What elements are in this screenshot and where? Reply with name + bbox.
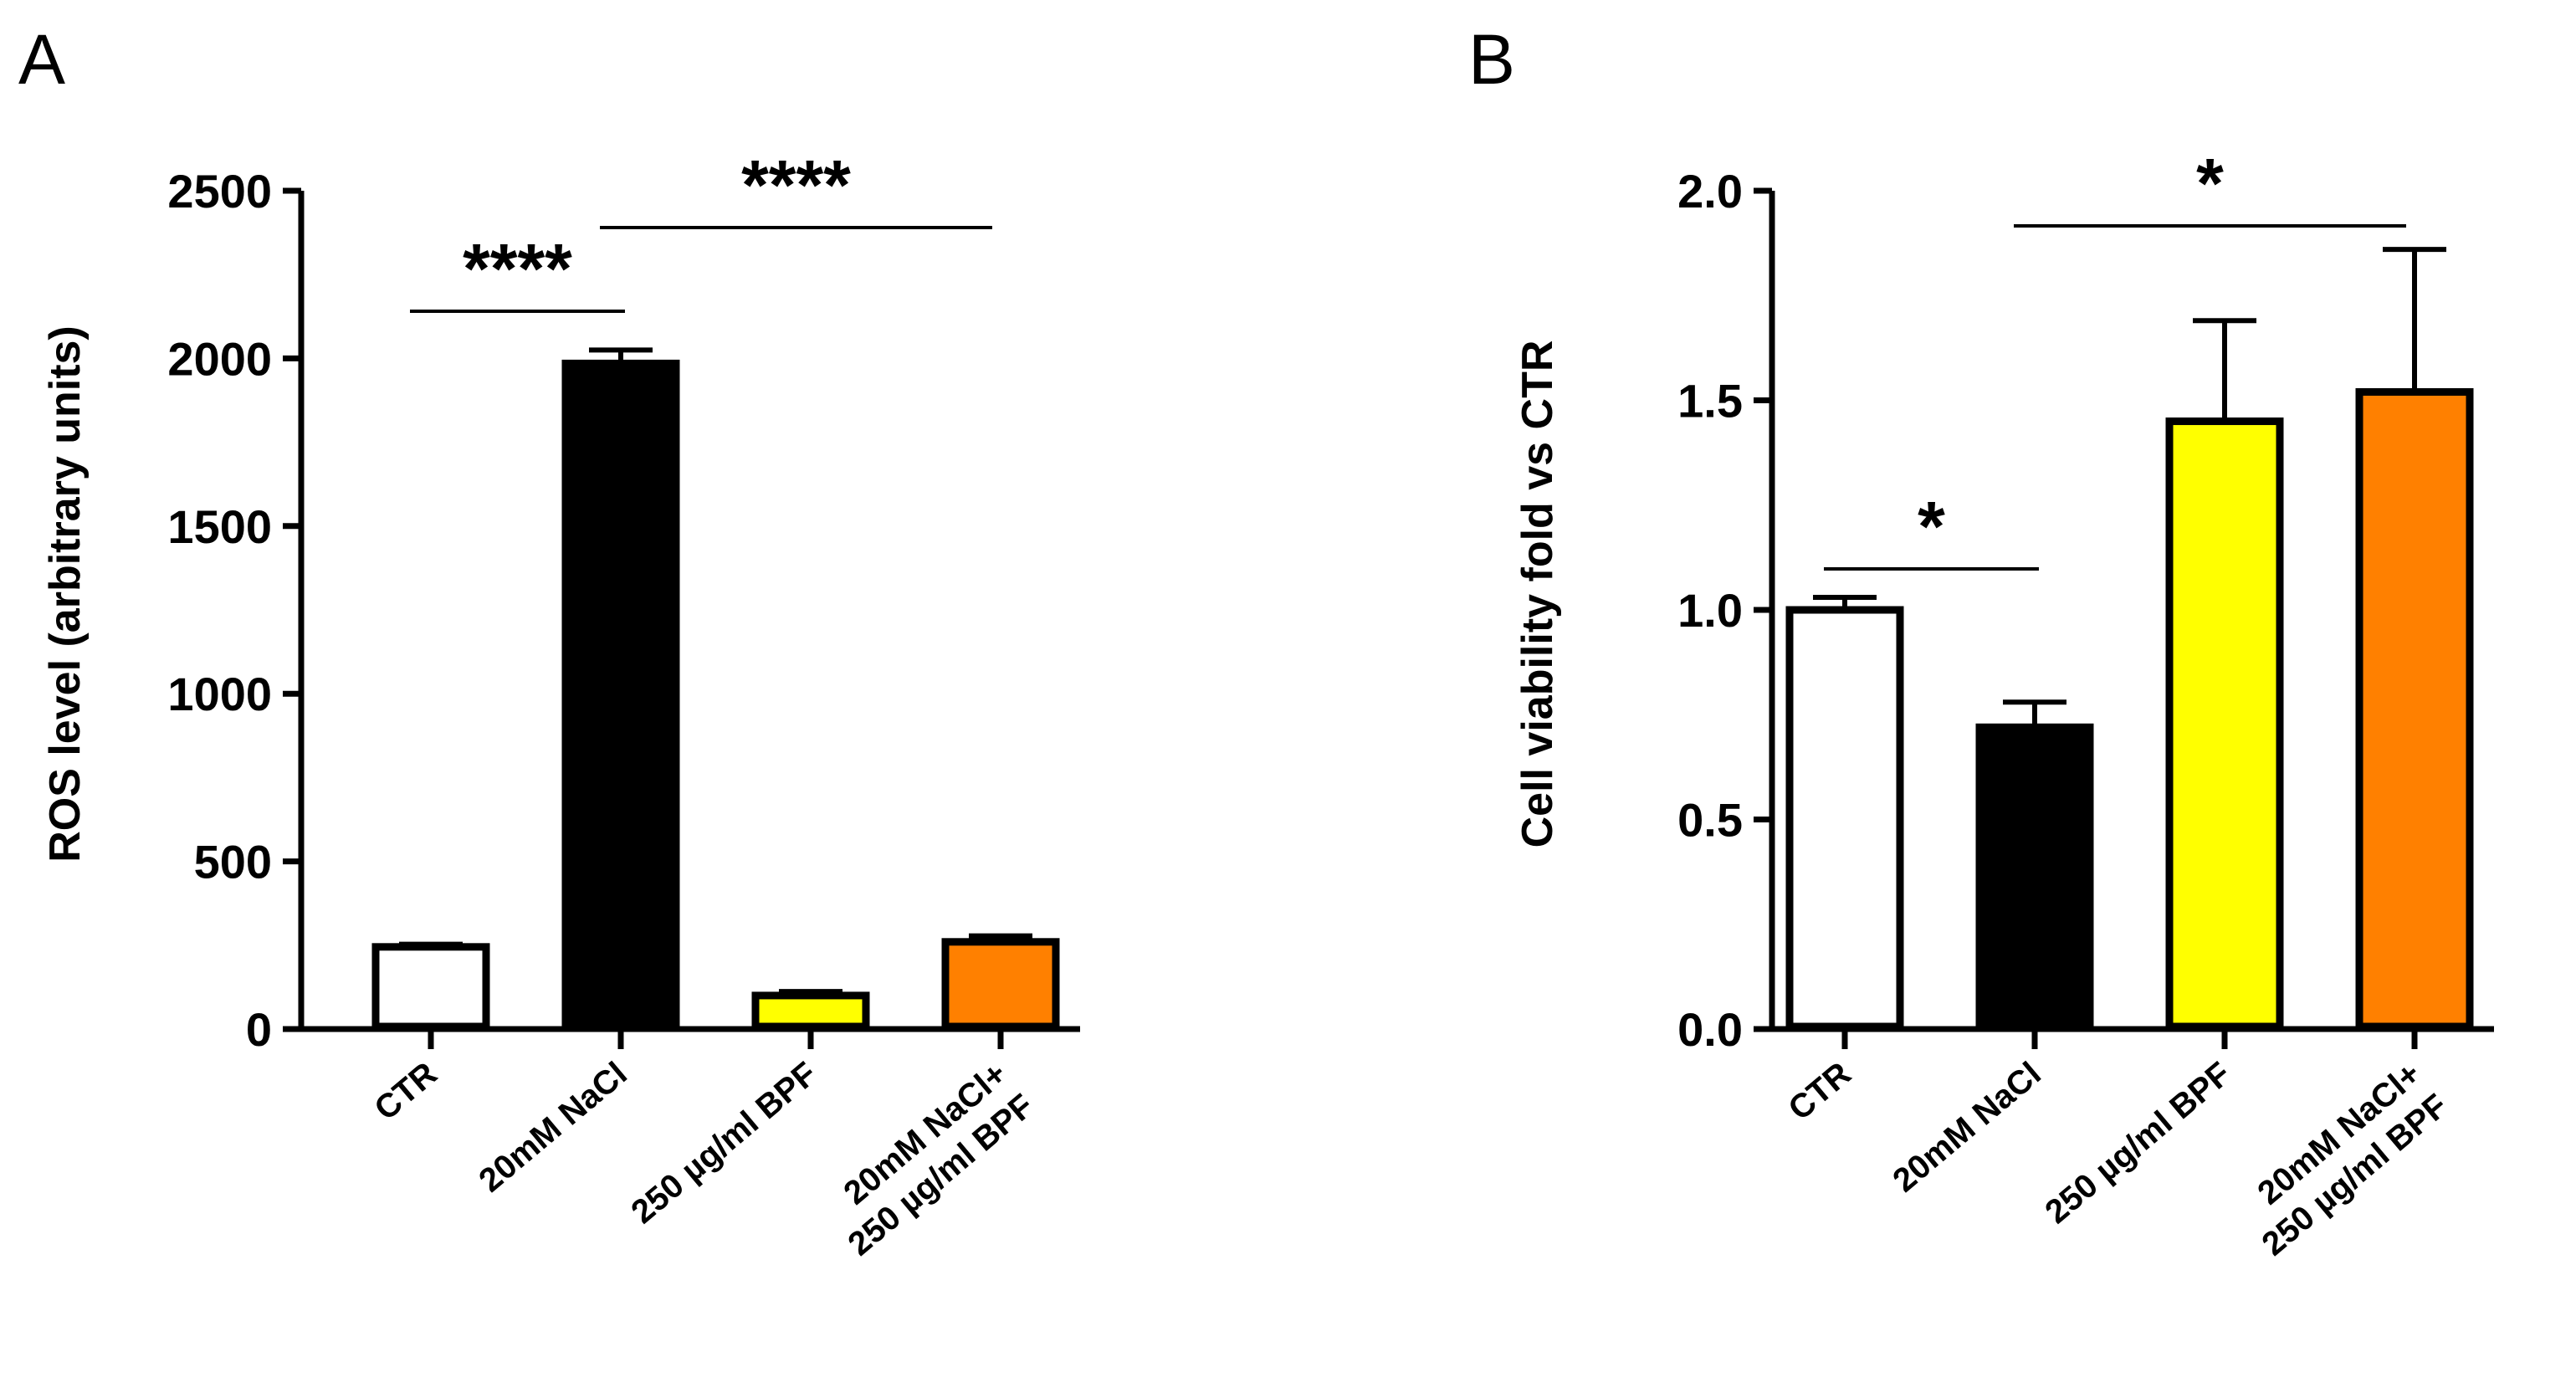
x-category-label: 250 µg/ml BPF: [2038, 1055, 2237, 1231]
significance-label: *: [1918, 487, 1945, 566]
significance-label: ****: [463, 229, 572, 308]
panel-a: A ROS level (arbitrary units) 0 500 1000 15…: [18, 20, 1080, 1262]
x-category-label-line: CTR: [368, 1055, 444, 1128]
y-tick-label: 1500: [167, 500, 272, 553]
bar: [941, 938, 1060, 1031]
x-category-label-line: CTR: [1782, 1055, 1858, 1128]
y-axis-label-a: ROS level (arbitrary units): [41, 325, 90, 863]
x-category-label-line: 250 µg/ml BPF: [624, 1055, 823, 1231]
y-tick-label: 0.0: [1677, 1003, 1743, 1056]
y-tick-label: 2.0: [1677, 165, 1743, 218]
x-category-label: 20mM NaCl+250 µg/ml BPF: [814, 1055, 1041, 1262]
panel-label-a: A: [18, 20, 65, 99]
y-tick-label: 500: [194, 836, 272, 888]
bar: [2165, 417, 2284, 1031]
bar: [1975, 723, 2094, 1031]
y-tick-label: 0.5: [1677, 794, 1743, 847]
significance-label: *: [2196, 144, 2224, 223]
y-tick-label: 0: [246, 1003, 272, 1056]
x-category-label-line: 20mM NaCl: [1886, 1055, 2047, 1199]
x-category-label: 20mM NaCl: [1886, 1055, 2047, 1199]
bar: [371, 943, 490, 1031]
x-category-label: 20mM NaCl: [472, 1055, 633, 1199]
bar: [561, 359, 680, 1031]
y-tick-label: 2500: [167, 165, 272, 218]
y-tick-label: 2000: [167, 332, 272, 385]
y-tick-label: 1000: [167, 668, 272, 720]
x-category-label: CTR: [368, 1055, 444, 1128]
bar: [2355, 387, 2474, 1031]
bar: [1785, 606, 1904, 1031]
bar: [751, 991, 870, 1031]
y-tick-label: 1.0: [1677, 584, 1743, 637]
panel-label-b: B: [1468, 20, 1515, 99]
x-category-label-line: 250 µg/ml BPF: [2038, 1055, 2237, 1231]
x-category-label-line: 20mM NaCl: [472, 1055, 633, 1199]
y-tick-label: 1.5: [1677, 375, 1743, 428]
significance-label: ****: [741, 146, 851, 224]
panel-b: B Cell viability fold vs CTR 0.0 0.5 1.0 1.…: [1468, 20, 2494, 1262]
y-axis-label-b: Cell viability fold vs CTR: [1513, 341, 1562, 848]
x-category-label: 20mM NaCl+250 µg/ml BPF: [2228, 1055, 2455, 1262]
x-category-label: 250 µg/ml BPF: [624, 1055, 823, 1231]
x-category-label: CTR: [1782, 1055, 1858, 1128]
